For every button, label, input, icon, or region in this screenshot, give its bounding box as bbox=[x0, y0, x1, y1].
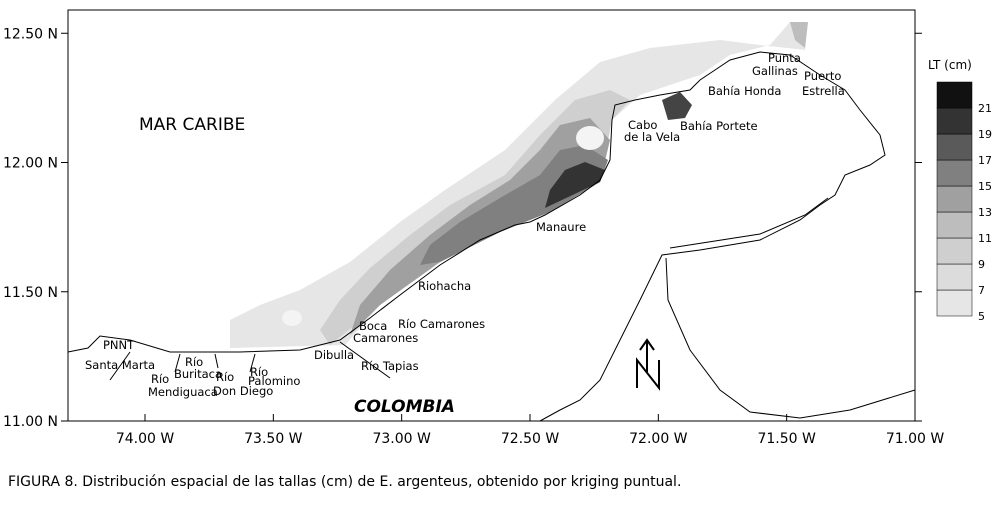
x-tick-label: 73.50 W bbox=[244, 431, 303, 447]
legend-swatch bbox=[936, 263, 973, 291]
size-zone bbox=[420, 145, 608, 265]
place-label: Camarones bbox=[353, 331, 418, 345]
coast-line bbox=[67, 51, 886, 422]
x-tick-label: 72.00 W bbox=[629, 431, 688, 447]
place-label: Puerto bbox=[804, 69, 841, 83]
place-label: Estrella bbox=[802, 84, 845, 98]
place-label: Bahía Portete bbox=[680, 119, 758, 133]
legend-swatch bbox=[936, 289, 973, 317]
place-label: Río Tapias bbox=[361, 359, 419, 373]
place-label: Buritaca bbox=[174, 367, 222, 381]
legend-label: 5 bbox=[978, 310, 985, 323]
place-label: Gallinas bbox=[752, 64, 798, 78]
size-zone bbox=[790, 22, 808, 48]
x-tick-label: 72.50 W bbox=[501, 431, 560, 447]
legend-label: 17 bbox=[978, 154, 992, 167]
place-label: Punta bbox=[768, 51, 801, 65]
legend-label: 11 bbox=[978, 232, 992, 245]
place-label: Bahía Honda bbox=[708, 84, 781, 98]
x-tick-label: 71.00 W bbox=[886, 431, 945, 447]
x-tick-label: 74.00 W bbox=[116, 431, 175, 447]
place-label: Mendiguaca bbox=[148, 385, 218, 399]
place-label: PNNT bbox=[103, 338, 135, 352]
y-tick-label: 11.00 N bbox=[3, 414, 58, 430]
legend-title: LT (cm) bbox=[928, 58, 972, 72]
place-label: Río bbox=[185, 355, 203, 369]
place-label: COLOMBIA bbox=[354, 397, 455, 417]
x-tick-label: 73.00 W bbox=[372, 431, 431, 447]
legend-swatch bbox=[936, 81, 973, 109]
place-label: Riohacha bbox=[418, 279, 471, 293]
place-label: de la Vela bbox=[624, 130, 680, 144]
place-label: Boca bbox=[359, 319, 387, 333]
place-label: Don Diego bbox=[213, 384, 273, 398]
legend-label: 7 bbox=[978, 284, 985, 297]
legend-label: 19 bbox=[978, 128, 992, 141]
x-tick-label: 71.50 W bbox=[757, 431, 816, 447]
coast-line bbox=[665, 257, 916, 419]
size-zone bbox=[576, 126, 604, 150]
place-label: Manaure bbox=[536, 220, 586, 234]
legend-label: 9 bbox=[978, 258, 985, 271]
place-label: Palomino bbox=[248, 374, 300, 388]
size-zone bbox=[282, 310, 302, 326]
coastline bbox=[67, 51, 916, 422]
place-label: Río bbox=[151, 372, 169, 386]
legend-label: 21 bbox=[978, 102, 992, 115]
plot-frame bbox=[67, 9, 916, 422]
y-tick-label: 11.50 N bbox=[3, 285, 58, 301]
legend-swatch bbox=[936, 133, 973, 161]
legend-swatch bbox=[936, 159, 973, 187]
legend-swatch bbox=[936, 211, 973, 239]
place-label: Río bbox=[216, 370, 234, 384]
size-zone bbox=[545, 162, 605, 208]
kriging-surface bbox=[230, 22, 808, 348]
legend-swatch bbox=[936, 237, 973, 265]
place-label: Río bbox=[250, 365, 268, 379]
legend-label: 13 bbox=[978, 206, 992, 219]
y-tick-label: 12.00 N bbox=[3, 156, 58, 172]
north-arrow bbox=[636, 338, 660, 391]
coast-line bbox=[109, 341, 391, 381]
caption: FIGURA 8. Distribución espacial de las t… bbox=[8, 474, 681, 490]
legend-swatch bbox=[936, 185, 973, 213]
place-label: Dibulla bbox=[314, 348, 354, 362]
legend-label: 15 bbox=[978, 180, 992, 193]
place-label: Río Camarones bbox=[398, 317, 485, 331]
coast-line bbox=[669, 197, 829, 249]
y-tick-label: 12.50 N bbox=[3, 26, 58, 42]
legend-swatch bbox=[936, 107, 973, 135]
place-label: Santa Marta bbox=[85, 358, 155, 372]
place-label: MAR CARIBE bbox=[139, 115, 245, 135]
size-zone bbox=[662, 92, 692, 120]
place-label: Cabo bbox=[628, 118, 657, 132]
